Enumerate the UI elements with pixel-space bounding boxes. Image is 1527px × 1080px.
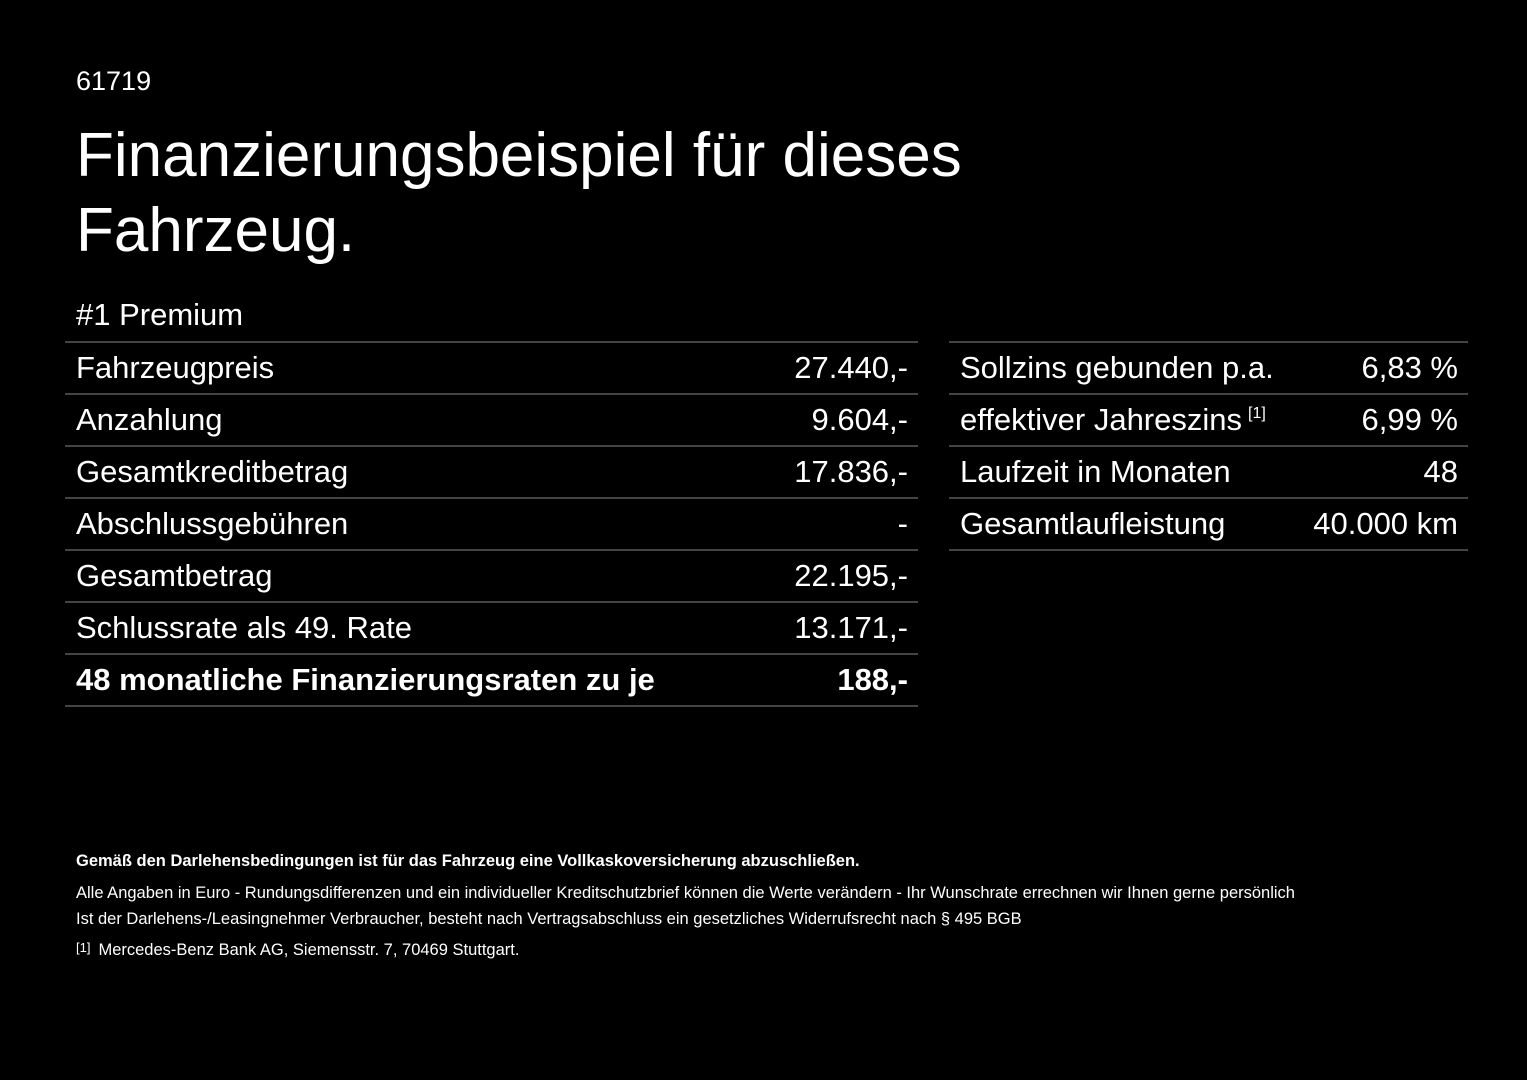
terms-table: Sollzins gebunden p.a. 6,83 % effektiver J… — [949, 341, 1468, 551]
row-label: Fahrzeugpreis — [76, 350, 275, 385]
row-label: Schlussrate als 49. Rate — [76, 610, 413, 645]
table-row: Laufzeit in Monaten 48 — [949, 447, 1468, 499]
row-label-cell: Sollzins gebunden p.a. — [960, 350, 1274, 386]
row-label-cell: Laufzeit in Monaten — [960, 454, 1231, 490]
row-label-cell: Gesamtlaufleistung — [960, 506, 1225, 542]
row-value: 9.604,- — [811, 402, 908, 437]
footnote-marker: [1] — [76, 940, 91, 955]
row-value: 6,99 % — [1361, 402, 1458, 437]
disclaimer: Alle Angaben in Euro - Rundungsdifferenz… — [76, 884, 1295, 902]
footnote: [1] Mercedes-Benz Bank AG, Siemensstr. 7,… — [76, 940, 1496, 960]
footnote-ref: [1] — [1248, 405, 1266, 422]
offer-label: #1 Premium — [76, 297, 244, 332]
footnote-text: Mercedes-Benz Bank AG, Siemensstr. 7, 70… — [98, 941, 520, 959]
table-row: Fahrzeugpreis 27.440,- — [65, 343, 918, 395]
row-label: effektiver Jahreszins — [960, 402, 1242, 437]
table-row: Gesamtbetrag 22.195,- — [65, 551, 918, 603]
row-label: Gesamtlaufleistung — [960, 506, 1226, 541]
vehicle-code: 61719 — [76, 66, 152, 96]
footer: Gemäß den Darlehensbedingungen ist für d… — [76, 852, 1496, 960]
table-row: Sollzins gebunden p.a. 6,83 % — [949, 343, 1468, 395]
row-label: Gesamtkreditbetrag — [76, 454, 349, 489]
financing-table: Fahrzeugpreis 27.440,- Anzahlung 9.604,- Ges… — [65, 341, 918, 707]
table-row: Anzahlung 9.604,- — [65, 395, 918, 447]
table-row: Gesamtkreditbetrag 17.836,- — [65, 447, 918, 499]
row-label-cell: effektiver Jahreszins [1] — [960, 402, 1266, 438]
row-value: 48 — [1423, 454, 1458, 489]
row-value: 40.000 km — [1313, 506, 1458, 541]
page-title: Finanzierungsbeispiel für dieses Fahrzeu… — [76, 121, 962, 265]
table-row: Abschlussgebühren - — [65, 499, 918, 551]
row-label: Sollzins gebunden p.a. — [960, 350, 1274, 385]
row-label: Laufzeit in Monaten — [960, 454, 1231, 489]
table-row: Gesamtlaufleistung 40.000 km — [949, 499, 1468, 551]
table-row: Schlussrate als 49. Rate 13.171,- — [65, 603, 918, 655]
disclaimer: Ist der Darlehens-/Leasingnehmer Verbrau… — [76, 910, 1022, 928]
row-value: 13.171,- — [794, 610, 908, 645]
table-row: effektiver Jahreszins [1] 6,99 % — [949, 395, 1468, 447]
row-label: Abschlussgebühren — [76, 506, 349, 541]
row-value: 27.440,- — [794, 350, 908, 385]
row-label: Gesamtbetrag — [76, 558, 273, 593]
table-row: 48 monatliche Finanzierungsraten zu je 18… — [65, 655, 918, 707]
row-label: Anzahlung — [76, 402, 223, 437]
row-value: 6,83 % — [1361, 350, 1458, 385]
row-value: 17.836,- — [794, 454, 908, 489]
insurance-notice: Gemäß den Darlehensbedingungen ist für d… — [76, 852, 860, 870]
row-value: 188,- — [837, 662, 908, 697]
row-label: 48 monatliche Finanzierungsraten zu je — [76, 662, 655, 697]
row-value: - — [897, 506, 908, 541]
row-value: 22.195,- — [794, 558, 908, 593]
